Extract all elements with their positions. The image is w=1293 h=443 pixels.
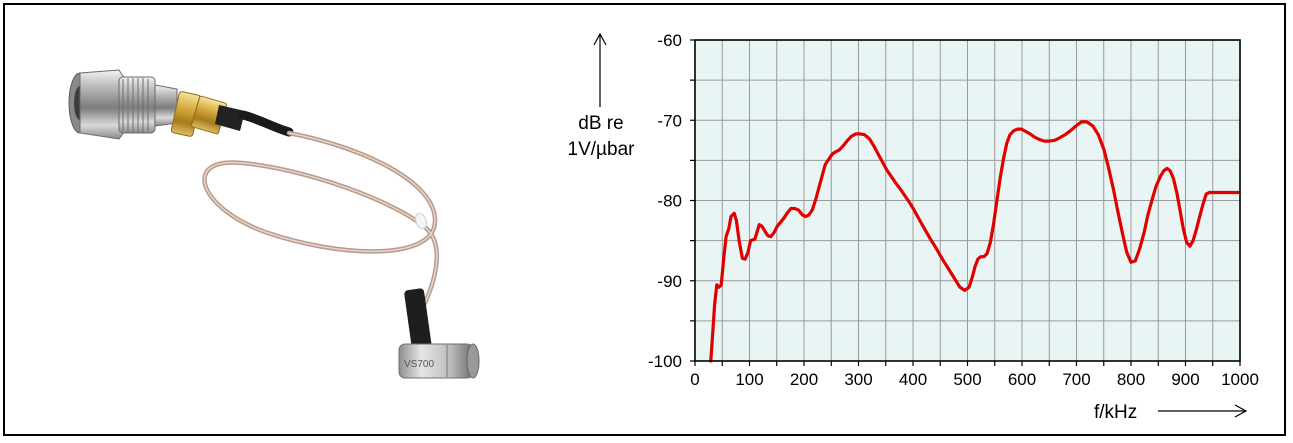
y-axis-label-line2: 1V/µbar bbox=[568, 139, 636, 160]
bnc-connector bbox=[68, 69, 178, 140]
plot-border bbox=[694, 39, 1241, 362]
product-image-panel: VS700 bbox=[7, 7, 527, 434]
sensor-head: VS700 bbox=[398, 343, 480, 379]
x-tick-label: 300 bbox=[844, 370, 872, 389]
x-tick-label: 700 bbox=[1062, 370, 1090, 389]
chart-panel: -60 -70 -80 -90 -100 0 100 200 300 400 500 600 700 80… bbox=[528, 7, 1283, 434]
x-tick-label: 600 bbox=[1008, 370, 1036, 389]
x-axis-label: f/kHz bbox=[1094, 402, 1137, 423]
y-tick-label: -100 bbox=[648, 352, 682, 371]
x-tick-label: 0 bbox=[690, 370, 699, 389]
x-tick-label: 900 bbox=[1171, 370, 1199, 389]
x-tick-label: 1000 bbox=[1221, 370, 1259, 389]
sensor-sleeve bbox=[404, 288, 432, 352]
x-tick-label: 200 bbox=[790, 370, 818, 389]
y-axis-arrow bbox=[593, 32, 607, 107]
response-curve bbox=[709, 120, 1241, 363]
sma-adapter bbox=[170, 91, 245, 137]
y-tick-label: -80 bbox=[657, 192, 682, 211]
cable-clip bbox=[415, 212, 427, 230]
x-tick-label: 400 bbox=[899, 370, 927, 389]
cable bbox=[202, 130, 440, 310]
sensor-engraving: VS700 bbox=[404, 359, 434, 370]
y-tick-label: -70 bbox=[657, 111, 682, 130]
y-tick-label: -90 bbox=[657, 272, 682, 291]
y-axis-label-line1: dB re bbox=[578, 113, 623, 134]
y-tick-label: -60 bbox=[657, 31, 682, 50]
x-tick-label: 500 bbox=[953, 370, 981, 389]
x-axis-arrow bbox=[1158, 404, 1248, 418]
x-tick-label: 100 bbox=[735, 370, 763, 389]
x-tick-label: 800 bbox=[1117, 370, 1145, 389]
product-image: VS700 bbox=[68, 69, 480, 379]
grid bbox=[695, 40, 1240, 361]
frequency-response-chart: -60 -70 -80 -90 -100 0 100 200 300 400 500 600 700 80… bbox=[568, 31, 1259, 423]
strain-relief bbox=[238, 110, 294, 137]
